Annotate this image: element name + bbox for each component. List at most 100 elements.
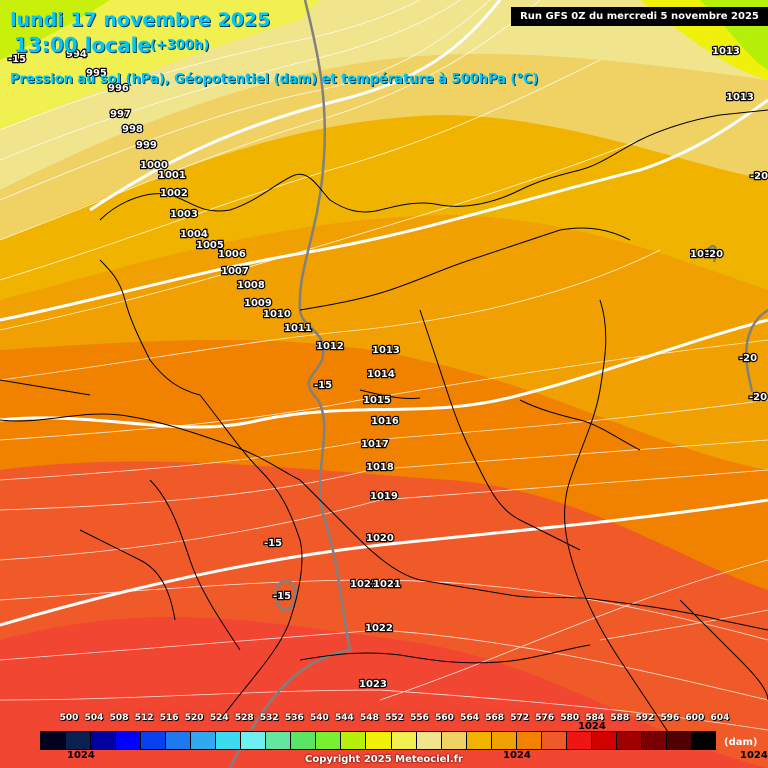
footer-isobar-label: 1024 (67, 750, 95, 761)
model-run-info: Run GFS 0Z du mercredi 5 novembre 2025 (511, 7, 768, 26)
legend-tick-label: 572 (510, 713, 530, 723)
isobar-label: 1006 (218, 249, 246, 260)
legend-tick-label: 504 (84, 713, 104, 723)
isobar-label: 1012 (316, 341, 344, 352)
isobar-label: 996 (108, 83, 129, 94)
legend-tick-label: 540 (309, 713, 329, 723)
legend-swatch (616, 732, 641, 749)
isobar-label: 1014 (367, 369, 395, 380)
legend-tick-label: 580 (560, 713, 580, 723)
legend-tick-labels: 500 504 508 512 516 520 524 528 532 536 540 544 548 5… (0, 713, 768, 727)
legend-tick-label: 556 (410, 713, 429, 723)
legend-swatch (416, 732, 441, 749)
isobar-label: 995 (86, 68, 107, 79)
legend-tick-label: 568 (485, 713, 505, 723)
legend-tick-label: 524 (209, 713, 229, 723)
legend-swatch (566, 732, 591, 749)
isobar-label: 1018 (366, 462, 394, 473)
isobar-label: 1009 (244, 298, 272, 309)
temperature-label: -20 (749, 392, 767, 403)
legend-swatch (516, 732, 541, 749)
isobar-label: 999 (136, 140, 157, 151)
isobar-label: 997 (110, 109, 131, 120)
temperature-label: -20 (705, 249, 723, 260)
legend-swatch (666, 732, 691, 749)
isobar-label: 1013 (726, 92, 754, 103)
temperature-label: -15 (8, 54, 26, 65)
legend-swatch (391, 732, 416, 749)
legend-swatch (541, 732, 566, 749)
forecast-date: lundi 17 novembre 2025 (10, 9, 271, 31)
legend-tick-label: 508 (109, 713, 129, 723)
isobar-label: 1021 (350, 579, 378, 590)
legend-swatch (266, 732, 291, 749)
isobar-label: 1000 (140, 160, 168, 171)
forecast-offset: (+300h) (150, 38, 210, 53)
isobar-label: 1017 (361, 439, 389, 450)
isobar-label: 1021 (373, 579, 401, 590)
legend-tick-label: 548 (360, 713, 379, 723)
isobar-label: 1020 (366, 533, 394, 544)
legend-unit: (dam) (724, 737, 758, 748)
legend-tick-label: 516 (159, 713, 179, 723)
legend-tick-label: 520 (184, 713, 204, 723)
isobar-label: 1011 (284, 323, 312, 334)
isobars (0, 0, 768, 731)
legend-swatch (116, 732, 141, 749)
legend-swatch (66, 732, 91, 749)
isobar-label: 1003 (170, 209, 198, 220)
legend-tick-label: 600 (685, 713, 705, 723)
isobar-label: 1022 (365, 623, 393, 634)
forecast-time: 13:00 locale (14, 33, 151, 57)
footer-isobar-label: 1024 (740, 750, 768, 761)
legend-swatch (691, 732, 716, 749)
legend-tick-label: 532 (259, 713, 279, 723)
color-legend (40, 731, 716, 750)
legend-swatch (441, 732, 466, 749)
legend-swatch (291, 732, 316, 749)
isobar-label: 1002 (160, 188, 188, 199)
legend-swatch (141, 732, 166, 749)
legend-swatch (191, 732, 216, 749)
isobar-label: 1007 (221, 266, 249, 277)
isobar-label: 1013 (372, 345, 400, 356)
isobar-label: 1005 (196, 240, 224, 251)
legend-tick-label: 588 (610, 713, 630, 723)
legend-swatch (241, 732, 266, 749)
map-description: Pression au sol (hPa), Géopotentiel (dam… (10, 72, 539, 87)
isobar-label: 1019 (690, 249, 718, 260)
footer-isobar-label: 1024 (503, 750, 531, 761)
isobar-label: 1023 (359, 679, 387, 690)
temperature-label: -15 (264, 538, 282, 549)
isobar-label: 1004 (180, 229, 208, 240)
copyright: Copyright 2025 Meteociel.fr (305, 754, 463, 765)
footer-isobar-label: 1024 (578, 721, 606, 732)
isobar-label: 994 (66, 49, 87, 60)
temperature-labels: -15 -15 -15 -15 -20 -20 -20 -20 (7, 53, 768, 603)
geopotential-lines (0, 0, 768, 627)
legend-tick-label: 560 (435, 713, 454, 723)
isobar-label: 1016 (371, 416, 399, 427)
country-borders (0, 109, 768, 751)
legend-swatch (591, 732, 616, 749)
legend-tick-label: 536 (284, 713, 304, 723)
legend-tick-label: 500 (59, 713, 79, 723)
isobar-labels: 994 995 996 997 998 999 1000 1001 1002 1… (65, 45, 755, 691)
legend-tick-label: 552 (385, 713, 404, 723)
legend-tick-label: 528 (234, 713, 254, 723)
isobar-label: 1015 (363, 395, 391, 406)
isobar-label: 1013 (712, 46, 740, 57)
isobar-label: 998 (122, 124, 143, 135)
legend-swatch (41, 732, 66, 749)
legend-swatch (641, 732, 666, 749)
legend-swatch (316, 732, 341, 749)
legend-swatch (216, 732, 241, 749)
legend-tick-label: 576 (535, 713, 555, 723)
legend-tick-label: 592 (635, 713, 655, 723)
isobar-label: 1019 (370, 491, 398, 502)
temperature-label: -15 (273, 591, 291, 602)
legend-swatch (491, 732, 516, 749)
legend-tick-label: 584 (585, 713, 605, 723)
